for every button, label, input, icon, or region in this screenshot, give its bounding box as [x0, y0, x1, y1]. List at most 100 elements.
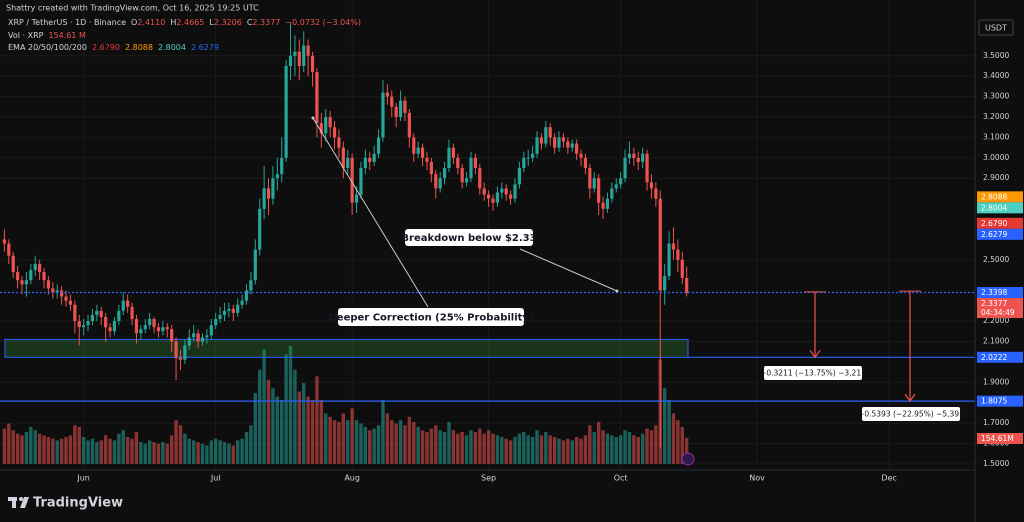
candle-body [161, 327, 165, 332]
volume-bar [517, 433, 522, 464]
volume-bar [610, 435, 614, 464]
candle-body [293, 51, 297, 56]
candle-body [222, 310, 227, 315]
volume-bar [407, 416, 412, 464]
candle-body [187, 337, 191, 346]
candle-body [297, 51, 301, 67]
volume-bar [667, 399, 671, 464]
y-tick-label: 3.2000 [983, 112, 1009, 121]
volume-bar [125, 437, 130, 464]
candle-body [614, 184, 618, 189]
volume-bar [235, 440, 240, 464]
volume-bar [671, 413, 676, 464]
candle-body [632, 153, 636, 158]
currency[interactable]: USDT [985, 24, 1007, 33]
price-badge-label: 1.8075 [981, 397, 1007, 406]
y-tick-label: 3.0000 [983, 153, 1009, 162]
candle-body [152, 319, 156, 328]
candle-body [623, 157, 627, 179]
volume-bar [636, 437, 640, 464]
x-tick-label: Jul [210, 474, 221, 483]
candle-body [262, 188, 266, 209]
volume-bar [90, 438, 95, 464]
volume-bar [161, 442, 165, 464]
volume-bar [81, 437, 86, 464]
volume-bar [328, 416, 332, 464]
credit: Shattry created with TradingView.com, Oc… [6, 4, 259, 13]
volume-bar [209, 440, 213, 464]
candle-body [51, 288, 55, 293]
candle-body [478, 168, 482, 189]
candle-body [570, 143, 574, 148]
ohlc-label: H [170, 18, 176, 27]
arrow-head [809, 349, 821, 359]
volume-bar [2, 428, 7, 464]
price-badge [977, 228, 1023, 240]
candle-body [170, 329, 174, 342]
candle-body [561, 137, 566, 142]
y-tick-label: 2.5000 [983, 255, 1009, 264]
candle-body [68, 300, 73, 305]
candle-body [460, 168, 464, 183]
annotation-anchor [615, 289, 619, 293]
candle-body [240, 300, 244, 305]
candle-body [535, 137, 539, 154]
measure-box [764, 366, 862, 380]
volume-bar [7, 423, 11, 464]
candle-body [148, 319, 152, 326]
ema-value: 2.6790 [92, 43, 120, 52]
candle-body [557, 137, 561, 148]
candle-body [376, 137, 381, 154]
candle-body [266, 188, 271, 199]
volume-bar [618, 435, 623, 464]
price-badge-label: 2.3377 [981, 299, 1007, 308]
logo: TradingView [8, 496, 123, 511]
volume-bar [495, 435, 500, 464]
candle-body [671, 243, 676, 250]
events-icon[interactable] [681, 452, 695, 466]
candle-body [385, 92, 389, 97]
volume-bar [539, 435, 544, 464]
price-badge [977, 351, 1023, 363]
volume-bar [319, 399, 324, 464]
candle-body [16, 272, 20, 281]
volume-bar [51, 438, 55, 464]
volume-bar [59, 438, 64, 464]
y-tick-label: 1.7000 [983, 418, 1009, 427]
header: XRP / TetherUS · 1D · Binance O2.4110 H2.4… [8, 18, 361, 52]
candle-body [38, 263, 42, 273]
candle-body [82, 325, 86, 328]
volume-bar [420, 430, 425, 464]
volume-bar [258, 369, 262, 464]
candle-body [42, 272, 46, 281]
volume-badge-label: 154.61M [981, 434, 1014, 443]
volume-bar [645, 428, 649, 464]
volume-bar [15, 433, 20, 464]
y-tick-label: 3.1000 [983, 132, 1009, 141]
volume-bar [368, 430, 372, 464]
volume-bar [222, 442, 227, 464]
annotation-box [338, 308, 524, 326]
arrow-head [904, 393, 916, 403]
volume-bar [535, 430, 539, 464]
candle-body [429, 161, 433, 175]
volume-bar [165, 443, 169, 464]
candle-body [473, 157, 477, 169]
candle-body [619, 178, 623, 185]
candle-body [315, 72, 319, 124]
volume-bar [429, 428, 434, 464]
candle-body [685, 278, 689, 293]
volume-bar [447, 421, 451, 464]
candle-body [2, 239, 7, 244]
y-tick-label: 2.9000 [983, 173, 1009, 182]
candle-body [346, 157, 350, 169]
symbol: XRP / TetherUS · 1D · Binance [8, 18, 126, 27]
volume-bar [680, 426, 684, 464]
candle-body [407, 112, 411, 138]
candle-body [104, 316, 108, 328]
currency-box[interactable] [978, 19, 1014, 36]
ohlc-label: O [131, 18, 137, 27]
candle-body [636, 157, 640, 162]
candles [2, 23, 689, 448]
candle-body [605, 198, 610, 209]
